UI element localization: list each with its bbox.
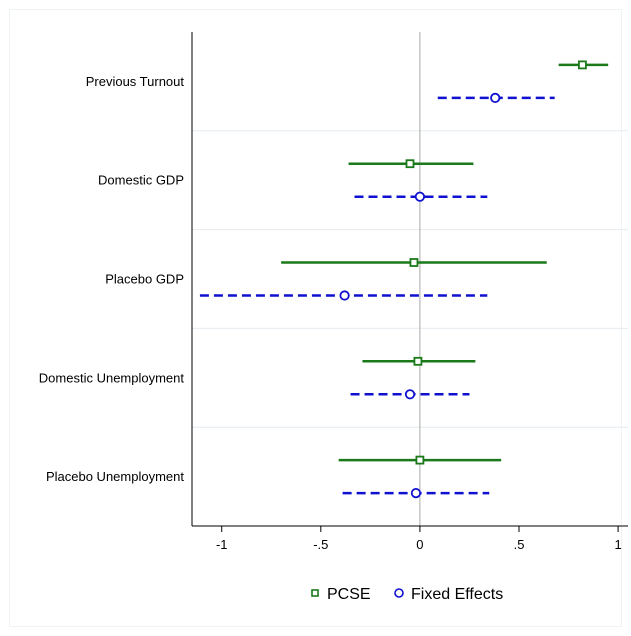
legend-label: PCSE <box>327 586 371 603</box>
legend: PCSE Fixed Effects <box>311 586 503 603</box>
point-estimate <box>339 290 350 301</box>
point-estimate <box>404 389 416 400</box>
legend-marker-square <box>311 589 319 597</box>
point-estimate <box>414 191 426 202</box>
legend-label: Fixed Effects <box>411 586 503 603</box>
category-label: Previous Turnout <box>86 74 185 89</box>
x-tick-label: 0 <box>416 537 423 552</box>
x-tick-label: -.5 <box>313 537 328 552</box>
category-labels: Previous Turnout Domestic GDP Placebo GDP D… <box>39 74 185 484</box>
series-layer <box>199 60 609 499</box>
series-pcse <box>281 60 609 465</box>
row-separators <box>192 130 628 428</box>
point-estimate <box>415 455 425 465</box>
point-estimate <box>490 92 501 104</box>
point-estimate <box>405 159 415 169</box>
x-axis-ticks: -1 -.5 0 .5 1 <box>216 526 622 552</box>
chart-outer-frame <box>9 9 622 627</box>
x-tick-label: .5 <box>514 537 525 552</box>
x-tick-label: -1 <box>216 537 228 552</box>
series-fixed-effects <box>199 92 555 499</box>
category-label: Placebo GDP <box>105 272 184 287</box>
category-label: Domestic Unemployment <box>39 370 185 385</box>
legend-marker-circle <box>394 588 404 598</box>
point-estimate <box>413 356 423 366</box>
x-tick-label: 1 <box>614 537 621 552</box>
category-label: Domestic GDP <box>98 173 184 188</box>
point-estimate <box>410 487 422 499</box>
category-label: Placebo Unemployment <box>46 469 184 484</box>
point-estimate <box>578 60 587 70</box>
point-estimate <box>409 258 419 267</box>
